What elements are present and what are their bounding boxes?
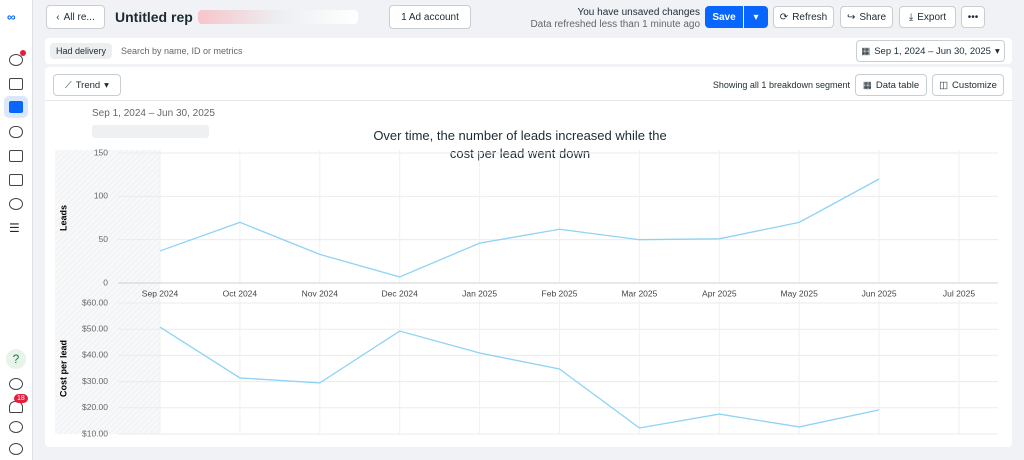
report-date: Sep 1, 2024 – Jun 30, 2025 [92, 108, 215, 119]
label: Data table [875, 79, 920, 91]
x-tick-label: Feb 2025 [542, 288, 578, 298]
label: Share [859, 11, 887, 23]
x-tick-label: Mar 2025 [621, 288, 657, 298]
y-tick-label: $10.00 [82, 428, 108, 438]
y-tick-label: 150 [94, 147, 108, 157]
filter-bar [45, 38, 1012, 64]
icon[interactable] [9, 150, 23, 162]
y-tick-label: 100 [94, 191, 108, 201]
divider [45, 100, 1012, 101]
label: Sep 1, 2024 – Jun 30, 2025 [874, 45, 991, 57]
y-tick-label: $20.00 [82, 402, 108, 412]
icon[interactable] [9, 378, 23, 390]
share-button[interactable]: ↪ Share [840, 6, 893, 28]
icon[interactable] [9, 54, 23, 66]
segments-text: Showing all 1 breakdown segment [712, 80, 850, 90]
more-button[interactable]: ••• [961, 6, 985, 28]
save-menu[interactable]: ▾ [744, 6, 768, 28]
label: Refresh [792, 11, 828, 23]
x-tick-label: Jan 2025 [462, 288, 497, 298]
data-table-button[interactable]: ▦ Data table [855, 74, 927, 96]
x-tick-label: Nov 2024 [302, 288, 339, 298]
icon[interactable] [9, 101, 23, 113]
icon[interactable] [9, 443, 23, 455]
x-tick-label: Dec 2024 [382, 288, 419, 298]
y-tick-label: $40.00 [82, 350, 108, 360]
x-tick-label: Jun 2025 [862, 288, 897, 298]
x-tick-label: Jul 2025 [943, 288, 975, 298]
y-tick-label: $30.00 [82, 376, 108, 386]
x-tick-label: Sep 2024 [142, 288, 179, 298]
save-button[interactable]: Save [705, 6, 743, 28]
date-picker[interactable]: ▦ Sep 1, 2024 – Jun 30, 2025 ▾ [856, 40, 1005, 62]
y-axis-label: Leads [58, 205, 68, 231]
series-line [159, 326, 880, 429]
icon[interactable] [9, 126, 23, 138]
account-button[interactable]: 1 Ad account [389, 5, 471, 29]
view-dropdown[interactable]: ⟋ Trend ▾ [53, 74, 121, 96]
no-data-region [55, 150, 160, 434]
label: Trend [75, 79, 101, 91]
filter-chip[interactable]: Had delivery [50, 43, 113, 59]
icon[interactable] [9, 198, 23, 210]
search-input[interactable]: Search by name, ID or metrics [121, 46, 243, 56]
y-tick-label: 50 [99, 234, 109, 244]
redacted [198, 10, 358, 24]
status: You have unsaved changes Data refreshed l… [520, 7, 700, 31]
y-tick-label: 0 [103, 277, 108, 287]
export-button[interactable]: ⤓ Export [899, 6, 956, 28]
badge: 18 [14, 394, 28, 403]
icon[interactable] [9, 78, 23, 90]
dot [20, 50, 26, 56]
status-text: You have unsaved changes [577, 7, 700, 18]
refreshed-text: Data refreshed less than 1 minute ago [530, 19, 700, 30]
label: All re... [63, 11, 95, 23]
y-tick-label: $50.00 [82, 323, 108, 333]
x-tick-label: May 2025 [781, 288, 819, 298]
report-name[interactable]: Untitled rep [115, 9, 193, 25]
y-axis-label: Cost per lead [58, 340, 68, 397]
sidebar: ∞ ☰ ? 18 [0, 0, 33, 460]
icon[interactable] [9, 174, 23, 186]
help[interactable]: ? [6, 349, 26, 369]
x-tick-label: Oct 2024 [223, 288, 258, 298]
meta-logo: ∞ [7, 10, 16, 24]
customize-button[interactable]: ◫ Customize [932, 74, 1004, 96]
label: Customize [952, 79, 997, 91]
icon[interactable] [9, 421, 23, 433]
menu-icon[interactable]: ☰ [9, 221, 20, 235]
x-tick-label: Apr 2025 [702, 288, 737, 298]
label: 1 Ad account [401, 11, 459, 23]
back-button[interactable]: ‹ All re... [46, 5, 105, 29]
refresh-button[interactable]: ⟳ Refresh [773, 6, 834, 28]
redacted [92, 125, 209, 138]
y-tick-label: $60.00 [82, 297, 108, 307]
series-line [159, 178, 880, 278]
label: Save [712, 11, 736, 23]
label: Export [917, 11, 947, 23]
